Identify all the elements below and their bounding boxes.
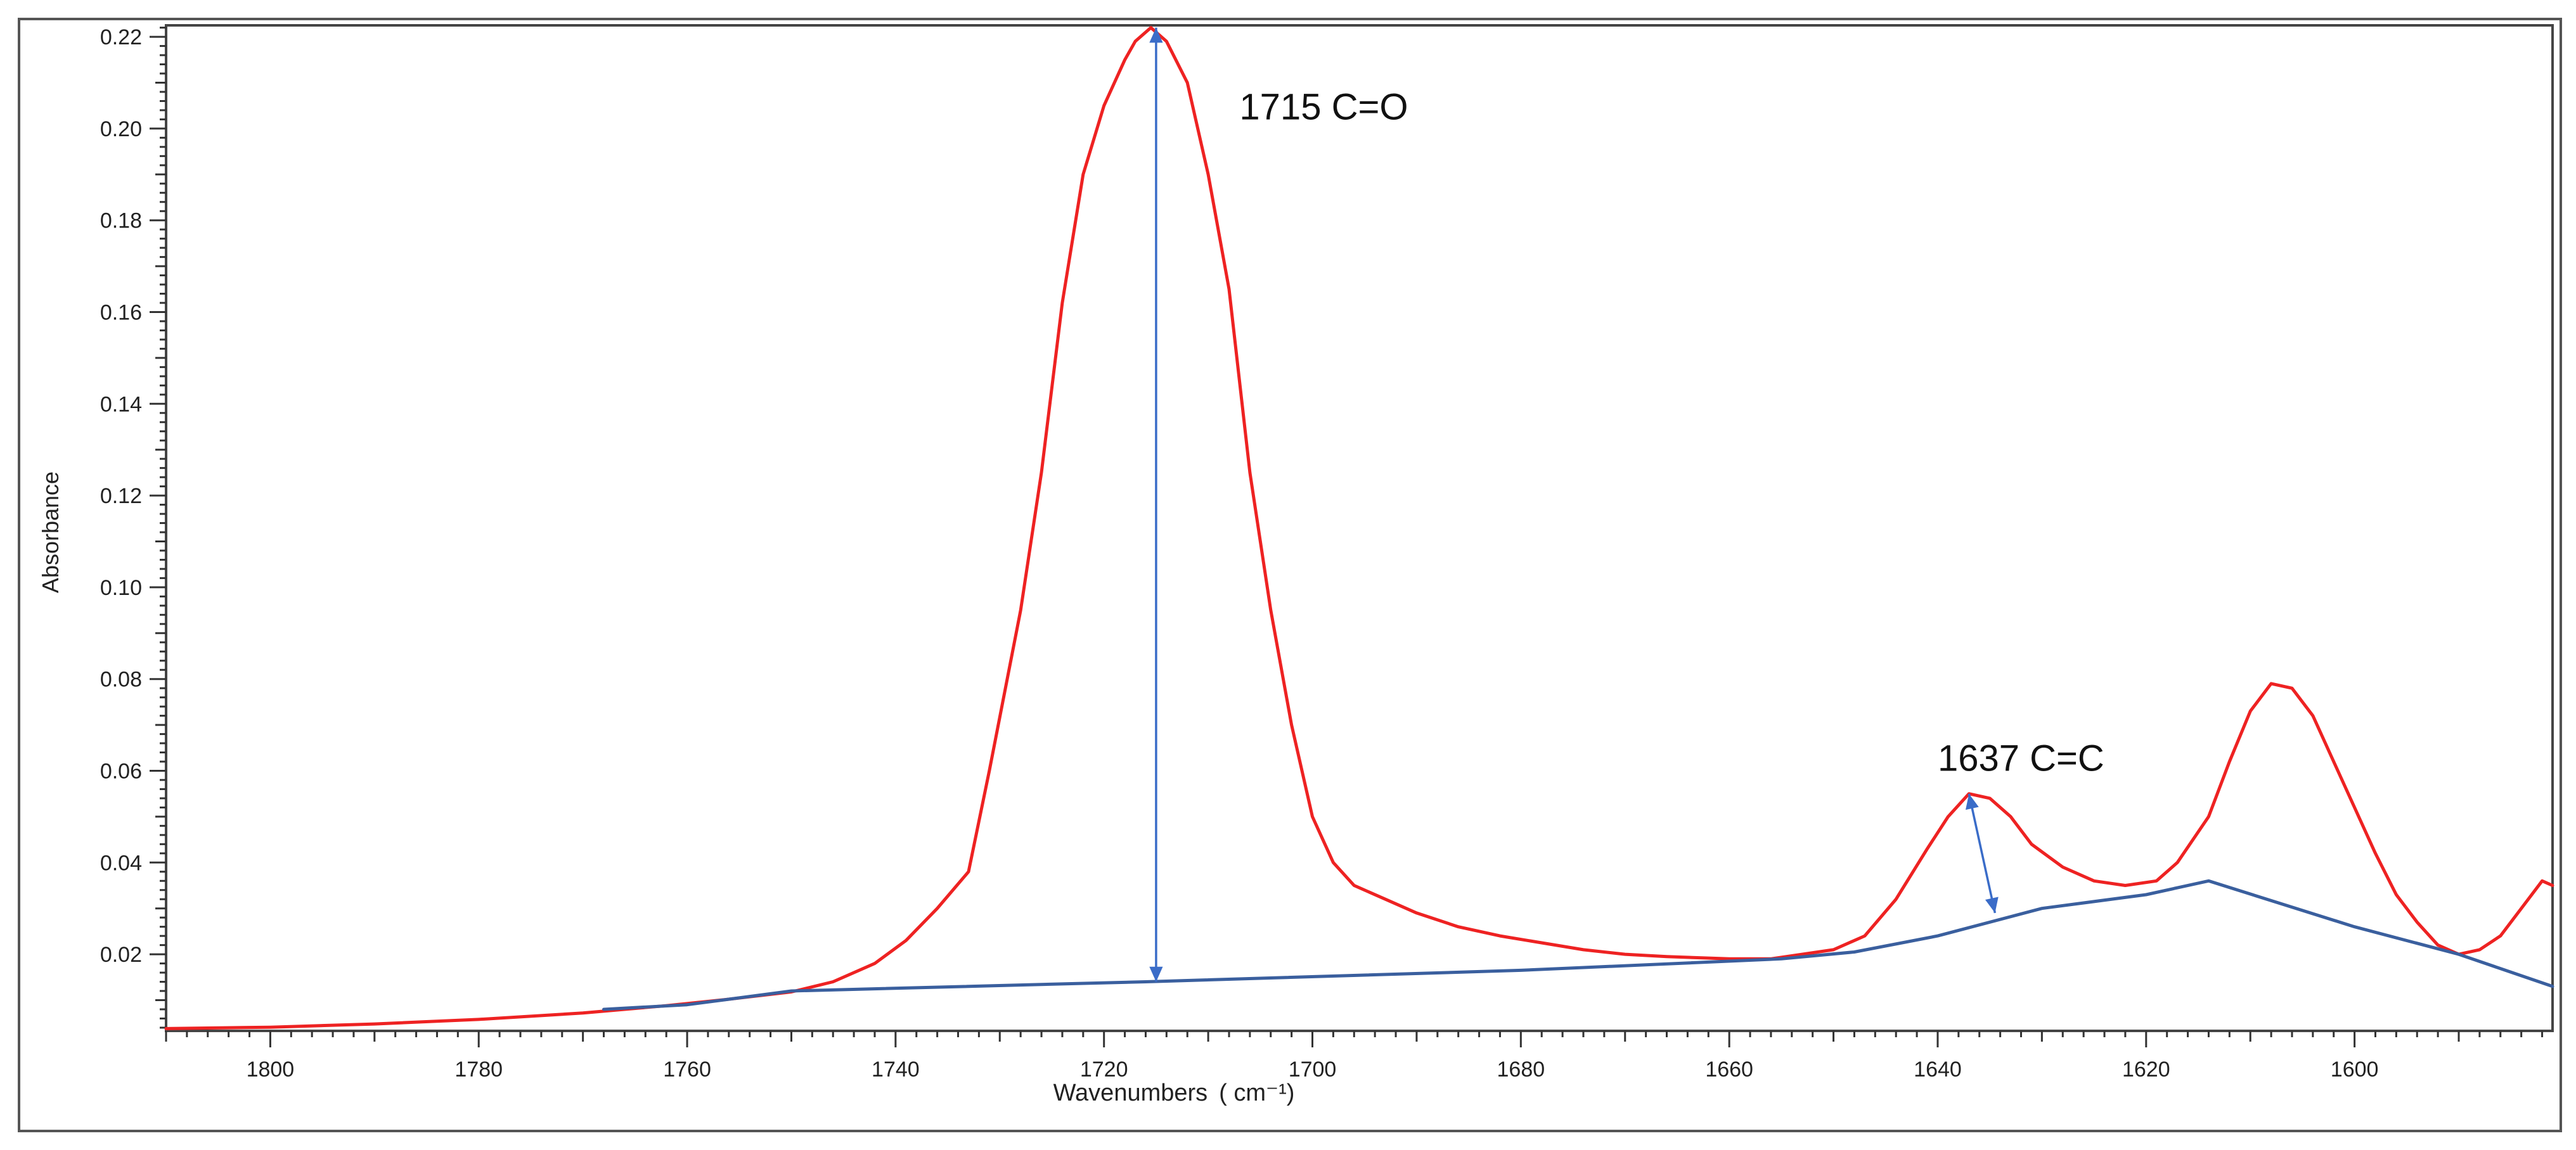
x-axis-label-unit: ( cm⁻¹)	[1219, 1080, 1294, 1106]
series-line-baseline	[602, 879, 2554, 1011]
y-axis-label: Absorbance	[37, 471, 63, 593]
x-tick-label: 1680	[1497, 1057, 1545, 1082]
x-tick-label: 1620	[2122, 1057, 2170, 1082]
x-axis-label: Wavenumbers ( cm⁻¹)	[1053, 1080, 1295, 1106]
series-line-spectrum	[164, 26, 2554, 1030]
annotation-arrow-line	[1967, 793, 1997, 914]
x-axis-label-text: Wavenumbers	[1053, 1080, 1208, 1106]
y-tick-label: 0.14	[100, 392, 142, 416]
series-layer	[164, 26, 2554, 1030]
axis-tick-labels: 1800 1780 1760 1740 1720 1700 1680 1660 1640 1620…	[100, 25, 2379, 1082]
y-tick-label: 0.02	[100, 943, 142, 967]
y-tick-label: 0.10	[100, 576, 142, 600]
x-tick-label: 1760	[663, 1057, 711, 1082]
annotation-arrowhead	[1149, 966, 1163, 982]
annotation-layer: 1715 C=O 1637 C=C	[1149, 27, 2104, 982]
x-tick-label: 1640	[1914, 1057, 1962, 1082]
x-tick-label: 1800	[247, 1057, 295, 1082]
x-tick-label: 1740	[872, 1057, 920, 1082]
annotation-arrowhead	[1985, 897, 1999, 913]
axis-ticks	[150, 27, 2544, 1047]
y-tick-label: 0.22	[100, 25, 142, 49]
y-tick-label: 0.06	[100, 759, 142, 783]
y-tick-label: 0.12	[100, 484, 142, 508]
y-tick-label: 0.04	[100, 851, 142, 875]
y-tick-label: 0.16	[100, 300, 142, 324]
annotation-arrowhead	[1966, 793, 1979, 810]
x-tick-label: 1600	[2331, 1057, 2379, 1082]
annotation-arrowhead	[1149, 27, 1163, 43]
x-tick-label: 1780	[454, 1057, 503, 1082]
x-tick-label: 1720	[1080, 1057, 1128, 1082]
y-tick-label: 0.18	[100, 209, 142, 233]
x-tick-label: 1700	[1289, 1057, 1337, 1082]
plot-area	[165, 24, 2554, 1032]
y-tick-label: 0.08	[100, 668, 142, 692]
x-tick-label: 1660	[1705, 1057, 1753, 1082]
annotation-label: 1715 C=O	[1239, 86, 1408, 127]
y-tick-label: 0.20	[100, 117, 142, 141]
annotation-label: 1637 C=C	[1938, 738, 2104, 779]
